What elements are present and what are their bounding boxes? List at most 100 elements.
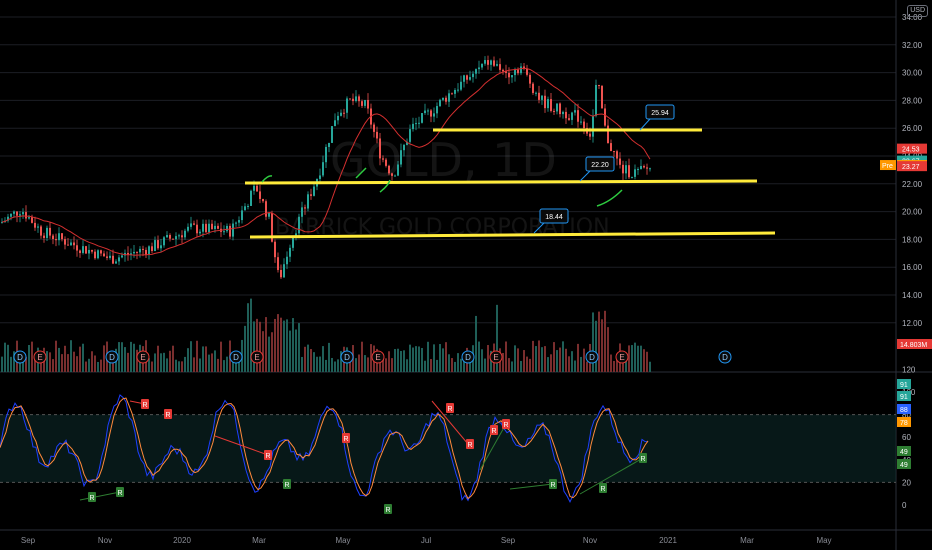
currency-badge[interactable]: USD [907, 5, 928, 17]
candle-body [52, 235, 54, 240]
candle-body [382, 158, 384, 160]
candle-body [514, 69, 516, 76]
candle-body [496, 64, 498, 66]
candle-body [619, 158, 621, 165]
volume-bar [94, 355, 96, 372]
candle-body [202, 223, 204, 232]
volume-bar [202, 346, 204, 372]
volume-bar [592, 312, 594, 372]
volume-bar [454, 361, 456, 372]
osc-tag-label: 78 [900, 420, 908, 427]
osc-tag-label: 91 [900, 382, 908, 389]
volume-bar [607, 327, 609, 372]
support-resistance-lines[interactable] [244, 128, 776, 239]
candle-body [490, 60, 492, 65]
volume-bar [598, 311, 600, 372]
price-callouts[interactable]: 25.94 22.20 18.44 [533, 104, 675, 234]
candle-body [223, 231, 225, 233]
stoch-d-line [0, 397, 649, 500]
event-label: E [375, 353, 380, 362]
candle-body [70, 242, 72, 246]
event-marker [615, 350, 629, 364]
candle-body [418, 122, 420, 124]
candle-body [322, 162, 324, 176]
candle-body [181, 235, 183, 238]
candle-body [442, 97, 444, 100]
time-axis[interactable]: Sep Nov 2020 Mar May Jul Sep Nov 2021 Mar May [21, 536, 832, 545]
stoch-k-line [0, 394, 649, 504]
oscillator-axis[interactable]: 120100806040200919188784949 [897, 365, 916, 510]
candle-body [157, 240, 159, 249]
candle-body [595, 84, 597, 116]
volume-bar [559, 347, 561, 372]
candle-body [427, 110, 429, 112]
volume-bar [613, 360, 615, 372]
candle-body [526, 68, 528, 75]
price-tick-label: 16.00 [902, 263, 923, 272]
volume-bar [121, 342, 123, 372]
candle-body [613, 151, 615, 153]
volume-bar [22, 355, 24, 372]
candle-body [286, 256, 288, 265]
time-tick-label: 2021 [659, 536, 677, 545]
volume-bar [127, 352, 129, 372]
volume-bar [262, 331, 264, 372]
volume-bar [181, 361, 183, 372]
candle-body [205, 223, 207, 233]
osc-tag-bg [897, 379, 911, 389]
signal-marker [88, 492, 96, 502]
signal-label: R [447, 406, 452, 413]
candle-body [91, 249, 93, 252]
callout-label: 25.94 [651, 110, 669, 117]
green-arrow [261, 175, 273, 183]
event-label: D [465, 353, 471, 362]
candle-body [61, 233, 63, 240]
candle-body [628, 165, 630, 178]
price-tag-prefix-bg [880, 160, 896, 171]
signal-marker [384, 504, 392, 514]
candle-body [406, 141, 408, 145]
volume-bar [178, 361, 180, 372]
candle-body [139, 248, 141, 253]
volume-bar [628, 345, 630, 372]
volume-bar [646, 351, 648, 372]
volume-bar [208, 354, 210, 372]
volume-bar [73, 351, 75, 372]
volume-bar [118, 342, 120, 372]
candle-body [562, 111, 564, 115]
candle-body [127, 252, 129, 255]
signal-marker [342, 433, 350, 443]
time-tick-label: Sep [501, 536, 516, 545]
candle-body [238, 220, 240, 223]
event-label: E [254, 353, 259, 362]
volume-bar [232, 360, 234, 372]
divergence-line [509, 483, 554, 490]
volume-bar [460, 358, 462, 372]
candle-body [328, 142, 330, 147]
candle-body [505, 71, 507, 73]
time-tick-label: Mar [740, 536, 754, 545]
osc-tag-label: 49 [900, 462, 908, 469]
volume-bar [544, 346, 546, 372]
volume-bar [313, 352, 315, 372]
signal-marker [446, 403, 454, 413]
volume-bar [394, 349, 396, 372]
volume-bar [76, 356, 78, 372]
price-tick-label: 32.00 [902, 41, 923, 50]
candle-body [145, 249, 147, 255]
candle-body [391, 173, 393, 176]
candle-body [160, 245, 162, 249]
price-axis[interactable]: 34.0032.0030.0028.0026.0024.0022.0020.00… [880, 13, 932, 349]
volume-bar [190, 341, 192, 372]
signal-marker [116, 487, 124, 497]
candle-body [598, 84, 600, 86]
signal-label: R [343, 436, 348, 443]
candle-body [364, 99, 366, 106]
volume-bar [25, 356, 27, 372]
price-tick-label: 28.00 [902, 96, 923, 105]
candle-body [241, 210, 243, 221]
candle-body [58, 233, 60, 241]
